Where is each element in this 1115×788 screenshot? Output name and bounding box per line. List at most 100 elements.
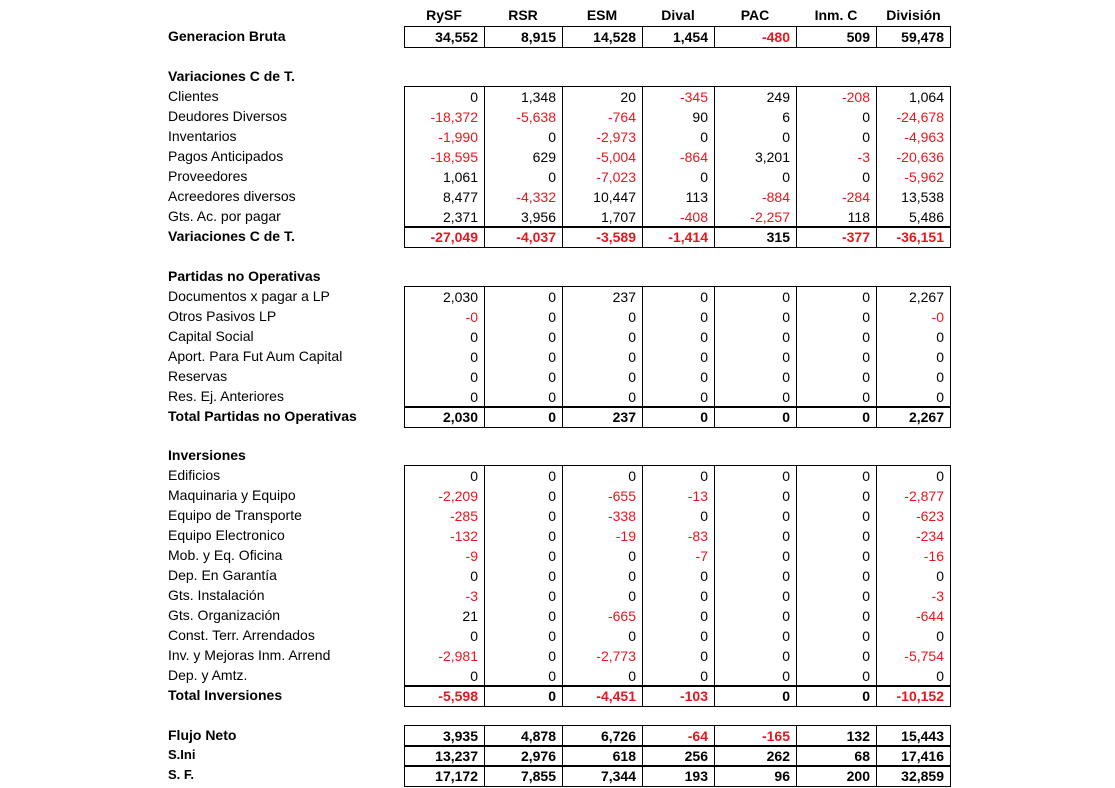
value-cell: -480 bbox=[761, 29, 790, 45]
value-cell: 237 bbox=[612, 409, 636, 425]
value-cell: 6 bbox=[782, 109, 790, 125]
summary-label: Flujo Neto bbox=[168, 727, 237, 743]
value-cell: 0 bbox=[782, 668, 790, 684]
row-label: Equipo Electronico bbox=[168, 527, 285, 543]
column-divider bbox=[642, 466, 643, 706]
value-cell: 0 bbox=[700, 508, 708, 524]
value-cell: -7,023 bbox=[596, 169, 636, 185]
row-label: Inv. y Mejoras Inm. Arrend bbox=[168, 647, 331, 663]
value-cell: 0 bbox=[936, 329, 944, 345]
value-cell: -24,678 bbox=[896, 109, 944, 125]
column-divider bbox=[796, 726, 797, 786]
value-cell: 132 bbox=[846, 728, 870, 744]
value-cell: -655 bbox=[607, 488, 636, 504]
row-label: Deudores Diversos bbox=[168, 108, 288, 124]
value-cell: 0 bbox=[548, 468, 556, 484]
value-cell: 0 bbox=[700, 129, 708, 145]
value-cell: 10,447 bbox=[593, 189, 636, 205]
value-cell: -377 bbox=[841, 229, 870, 245]
data-grid: 0 1,348 20 -345 249 -208 1,064 -18,372 -5,638 -76… bbox=[404, 86, 951, 248]
column-divider bbox=[642, 87, 643, 247]
value-cell: -644 bbox=[915, 608, 944, 624]
column-header: PAC bbox=[740, 7, 770, 23]
row-label: Pagos Anticipados bbox=[168, 148, 284, 164]
value-cell: 0 bbox=[628, 628, 636, 644]
value-cell: 0 bbox=[548, 329, 556, 345]
value-cell: 0 bbox=[470, 389, 478, 405]
row-label: Res. Ej. Anteriores bbox=[168, 388, 284, 404]
value-cell: 0 bbox=[782, 528, 790, 544]
value-cell: 2,267 bbox=[908, 409, 944, 425]
column-divider bbox=[484, 87, 485, 247]
value-cell: 0 bbox=[782, 688, 790, 704]
column-divider bbox=[642, 27, 643, 47]
row-label: Gts. Organización bbox=[168, 607, 281, 623]
column-header: ESM bbox=[586, 7, 618, 23]
value-cell: 59,478 bbox=[901, 29, 944, 45]
value-cell: 0 bbox=[782, 129, 790, 145]
value-cell: -7 bbox=[695, 548, 708, 564]
value-cell: 0 bbox=[782, 488, 790, 504]
value-cell: 2,267 bbox=[908, 289, 944, 305]
value-cell: 0 bbox=[628, 468, 636, 484]
value-cell: 68 bbox=[854, 748, 870, 764]
value-cell: 262 bbox=[766, 748, 790, 764]
value-cell: 32,859 bbox=[901, 768, 944, 784]
column-divider bbox=[484, 27, 485, 47]
value-cell: 96 bbox=[774, 768, 790, 784]
value-cell: 1,707 bbox=[600, 209, 636, 225]
column-divider bbox=[642, 726, 643, 786]
value-cell: 1,064 bbox=[908, 89, 944, 105]
value-cell: 21 bbox=[462, 608, 478, 624]
value-cell: 0 bbox=[548, 548, 556, 564]
value-cell: -2,209 bbox=[438, 488, 478, 504]
row-label: Acreedores diversos bbox=[168, 188, 296, 204]
value-cell: 13,538 bbox=[901, 189, 944, 205]
value-cell: 0 bbox=[700, 409, 708, 425]
value-cell: 0 bbox=[862, 608, 870, 624]
column-divider bbox=[484, 466, 485, 706]
column-divider bbox=[562, 27, 563, 47]
row-label: Inventarios bbox=[168, 128, 237, 144]
value-cell: 0 bbox=[862, 389, 870, 405]
value-cell: 0 bbox=[470, 468, 478, 484]
value-cell: -19 bbox=[615, 528, 636, 544]
value-cell: 14,528 bbox=[593, 29, 636, 45]
column-divider bbox=[796, 87, 797, 247]
summary-label: S. F. bbox=[168, 767, 195, 782]
value-cell: 0 bbox=[782, 329, 790, 345]
value-cell: 0 bbox=[782, 548, 790, 564]
value-cell: 17,416 bbox=[901, 748, 944, 764]
value-cell: 3,935 bbox=[442, 728, 478, 744]
value-cell: -3,589 bbox=[596, 229, 636, 245]
value-cell: -18,595 bbox=[430, 149, 478, 165]
value-cell: 0 bbox=[628, 389, 636, 405]
value-cell: 0 bbox=[470, 628, 478, 644]
value-cell: 0 bbox=[548, 668, 556, 684]
total-rule bbox=[405, 406, 950, 408]
row-label: Capital Social bbox=[168, 328, 254, 344]
value-cell: -4,037 bbox=[516, 229, 556, 245]
value-cell: 0 bbox=[628, 548, 636, 564]
value-cell: 90 bbox=[692, 109, 708, 125]
value-cell: -345 bbox=[679, 89, 708, 105]
column-divider bbox=[484, 287, 485, 427]
value-cell: -20,636 bbox=[896, 149, 944, 165]
value-cell: 0 bbox=[862, 129, 870, 145]
value-cell: -4,451 bbox=[596, 688, 636, 704]
row-label: Gts. Instalación bbox=[168, 587, 265, 603]
value-cell: 256 bbox=[684, 748, 708, 764]
value-cell: -5,638 bbox=[516, 109, 556, 125]
value-cell: 0 bbox=[548, 349, 556, 365]
value-cell: 249 bbox=[766, 89, 790, 105]
column-divider bbox=[562, 466, 563, 706]
column-divider bbox=[562, 726, 563, 786]
value-cell: 0 bbox=[548, 568, 556, 584]
value-cell: 4,878 bbox=[520, 728, 556, 744]
value-cell: 1,454 bbox=[672, 29, 708, 45]
value-cell: 0 bbox=[936, 349, 944, 365]
value-cell: 7,855 bbox=[520, 768, 556, 784]
column-divider bbox=[484, 726, 485, 786]
data-grid: 0 0 0 0 0 0 0 -2,209 0 -655 -13 0 0 -2,877 -285 0 -338 0 0… bbox=[404, 465, 951, 707]
value-cell: 0 bbox=[700, 329, 708, 345]
